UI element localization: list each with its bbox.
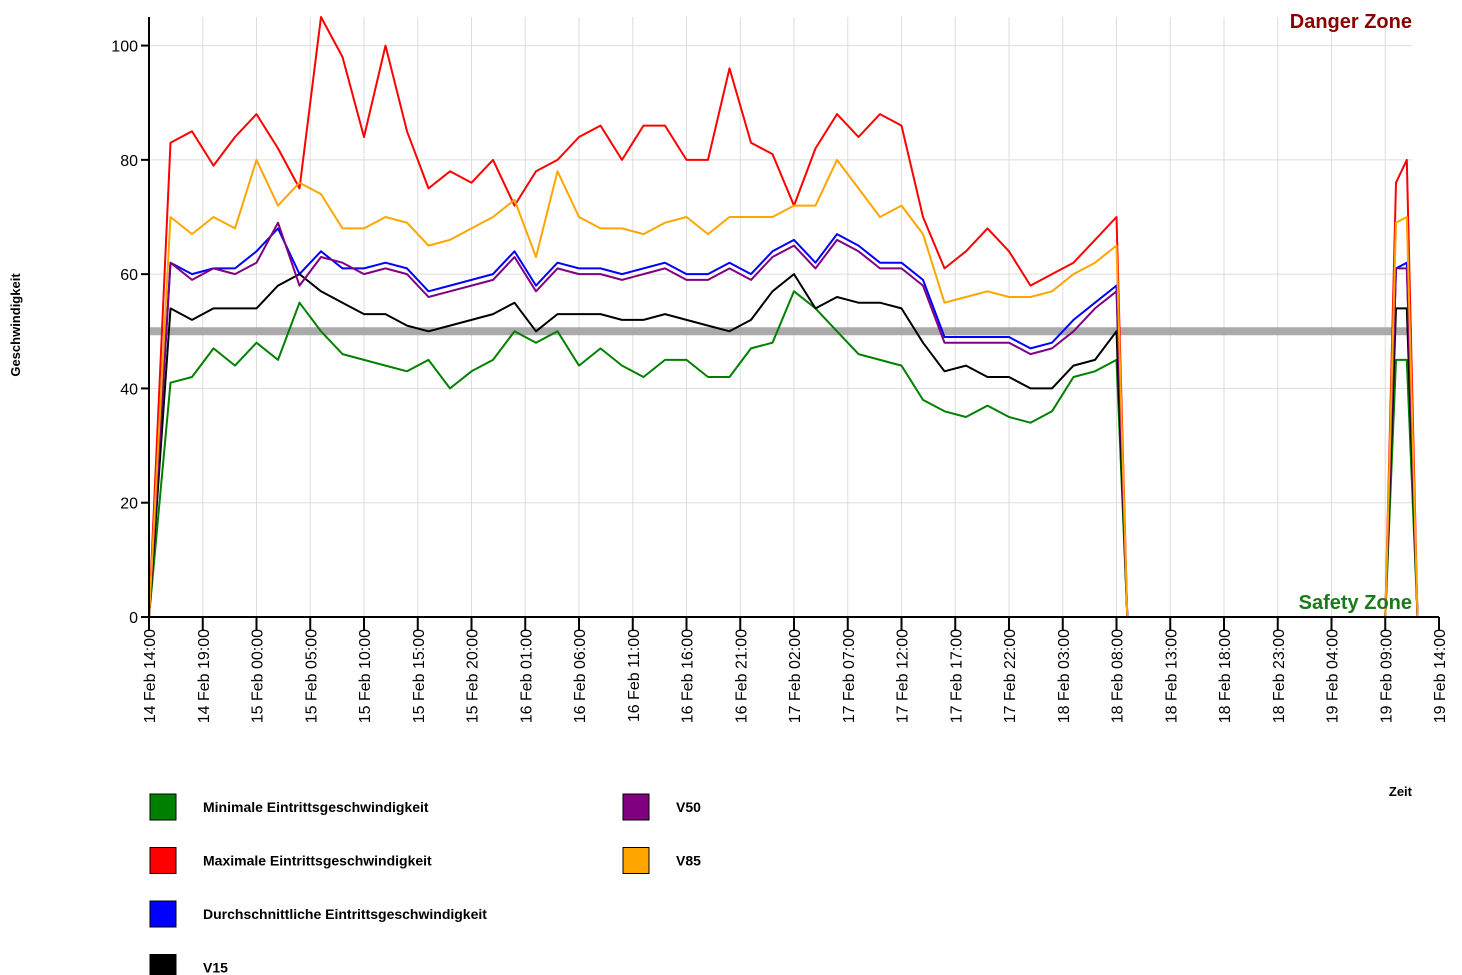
x-tick-label: 18 Feb 08:00 [1110,629,1127,723]
legend-label: Maximale Eintrittsgeschwindigkeit [203,853,432,869]
x-tick-label: 18 Feb 18:00 [1217,629,1234,723]
legend-label: Minimale Eintrittsgeschwindigkeit [203,799,429,815]
series-line [148,227,1419,618]
series-line [148,290,1419,618]
x-tick-label: 17 Feb 02:00 [787,629,804,723]
legend-label: Durchschnittliche Eintrittsgeschwindigke… [203,906,487,922]
x-tick-label: 16 Feb 21:00 [733,629,750,723]
x-tick-label: 18 Feb 03:00 [1056,629,1073,723]
x-tick-label: 15 Feb 15:00 [411,629,428,723]
legend-swatch [622,793,650,821]
legend-label: V50 [676,799,701,815]
x-tick-label: 18 Feb 23:00 [1271,629,1288,723]
y-axis-label: Geschwindigkeit [8,273,23,377]
x-tick-label: 17 Feb 22:00 [1002,629,1019,723]
x-axis-label: Zeit [1389,784,1413,799]
safety-zone-label: Safety Zone [1299,592,1412,614]
x-tick-label: 19 Feb 09:00 [1378,629,1395,723]
x-tick-label: 16 Feb 16:00 [680,629,697,723]
x-tick-label: 15 Feb 00:00 [250,629,267,723]
x-tick-label: 15 Feb 20:00 [465,629,482,723]
x-tick-label: 16 Feb 06:00 [572,629,589,723]
legend-label: V85 [676,853,701,869]
x-tick-label: 15 Feb 10:00 [357,629,374,723]
series-line [148,221,1419,618]
legend-swatch [149,900,177,928]
x-tick-label: 18 Feb 13:00 [1163,629,1180,723]
x-tick-label: 14 Feb 14:00 [142,629,159,723]
x-tick-label: 15 Feb 05:00 [303,629,320,723]
danger-zone-label: Danger Zone [1290,11,1412,33]
legend-swatch [149,847,177,874]
legend-swatch [149,954,177,975]
y-tick-label: 80 [120,153,138,170]
x-tick-label: 19 Feb 04:00 [1325,629,1342,723]
x-tick-label: 19 Feb 14:00 [1432,629,1449,723]
y-tick-label: 60 [120,267,138,284]
y-tick-label: 100 [111,39,138,56]
series-line [148,158,1419,618]
y-tick-label: 20 [120,496,138,513]
x-tick-label: 16 Feb 01:00 [518,629,535,723]
y-tick-label: 0 [129,610,138,627]
x-tick-label: 16 Feb 11:00 [626,629,643,722]
x-tick-label: 17 Feb 07:00 [841,629,858,723]
legend-swatch [622,847,650,874]
legend-swatch [149,793,177,821]
y-tick-label: 40 [120,381,138,398]
legend-label: V15 [203,960,228,975]
series-line [148,16,1419,618]
x-tick-label: 17 Feb 17:00 [948,629,965,723]
x-tick-label: 14 Feb 19:00 [196,629,213,723]
x-tick-label: 17 Feb 12:00 [895,629,912,723]
series-line [148,273,1419,618]
